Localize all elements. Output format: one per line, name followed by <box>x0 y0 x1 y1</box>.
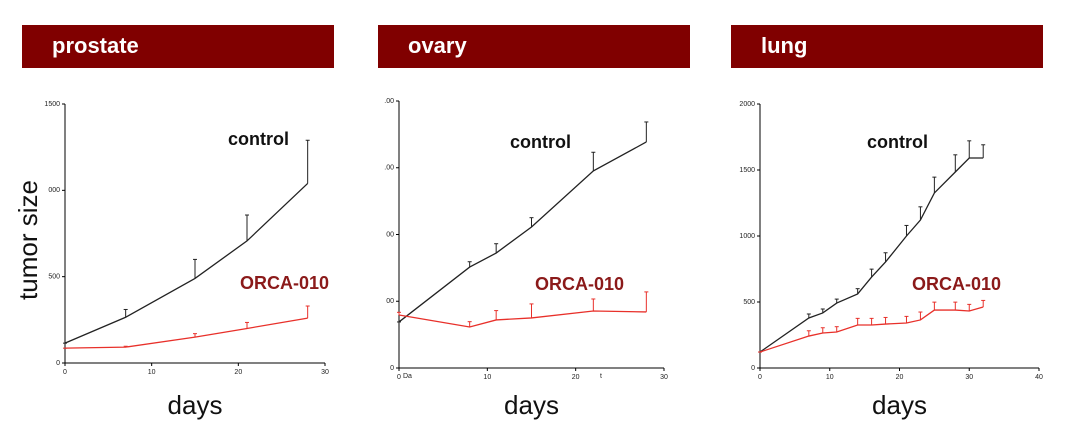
error-bar <box>494 243 499 254</box>
chart-title: ovary <box>408 33 467 58</box>
error-bar <box>644 291 649 312</box>
y-tick-label: 1500 <box>739 167 755 174</box>
x-tick-label: 20 <box>572 374 580 381</box>
x-tick-label: 0 <box>63 369 67 376</box>
error-bar <box>305 139 310 184</box>
error-bar <box>193 258 197 279</box>
error-bar <box>467 261 472 268</box>
y-axis-label: tumor size <box>13 180 43 300</box>
series-label: ORCA-010 <box>912 274 1001 294</box>
series-label: ORCA-010 <box>535 274 624 294</box>
series-line <box>759 306 984 353</box>
error-bar <box>869 317 874 325</box>
x-axis-label: days <box>872 390 927 420</box>
error-bar <box>869 268 874 278</box>
error-bar <box>855 317 860 325</box>
title-bar <box>22 25 334 68</box>
error-bar <box>967 140 972 158</box>
y-tick-label: 00 <box>386 298 394 305</box>
error-bar <box>904 224 909 236</box>
y-tick-label: 00 <box>386 231 394 238</box>
x-tick-label: 30 <box>660 374 668 381</box>
y-tick-label: 2000 <box>739 101 755 108</box>
y-tick-label: 0 <box>56 360 60 367</box>
error-bar <box>397 311 401 316</box>
series-label: ORCA-010 <box>240 273 329 293</box>
error-bar <box>529 303 534 318</box>
x-tick-label: 30 <box>965 374 973 381</box>
series-line <box>398 310 647 328</box>
chart-title: prostate <box>52 33 139 58</box>
x-tick-label: 0 <box>397 374 401 381</box>
error-bar <box>305 305 310 319</box>
annotation: t <box>600 373 602 380</box>
series-label: control <box>228 129 289 149</box>
y-tick-label: 1000 <box>739 233 755 240</box>
y-tick-label: 500 <box>48 274 60 281</box>
error-bar <box>123 308 128 318</box>
series-line <box>64 182 309 344</box>
error-bar <box>918 206 923 221</box>
x-axis-label: days <box>168 390 223 420</box>
error-bar <box>967 303 972 311</box>
error-bar <box>953 154 958 172</box>
title-bar <box>731 25 1043 68</box>
y-tick-label: 0 <box>751 365 755 372</box>
annotation: Da <box>403 373 412 380</box>
error-bar <box>591 298 596 311</box>
error-bar <box>981 144 986 158</box>
error-bar <box>932 301 937 311</box>
x-tick-label: 10 <box>483 374 491 381</box>
series-label: control <box>867 132 928 152</box>
error-bar <box>529 217 534 228</box>
y-tick-label: 500 <box>743 299 755 306</box>
series-line <box>64 317 308 349</box>
x-tick-label: 0 <box>758 374 762 381</box>
error-bar <box>834 326 839 332</box>
series-label: control <box>510 132 571 152</box>
x-tick-label: 30 <box>321 369 329 376</box>
x-axis-label: days <box>504 390 559 420</box>
x-tick-label: 20 <box>896 374 904 381</box>
error-bar <box>981 299 986 308</box>
x-tick-label: 20 <box>234 369 242 376</box>
error-bar <box>855 288 860 294</box>
error-bar <box>820 308 825 313</box>
error-bar <box>806 313 811 318</box>
x-tick-label: 40 <box>1035 374 1043 381</box>
error-bar <box>834 298 839 304</box>
y-tick-label: 0 <box>390 365 394 372</box>
error-bar <box>918 311 923 320</box>
x-tick-label: 10 <box>148 369 156 376</box>
error-bar <box>494 310 499 320</box>
error-bar <box>953 301 958 311</box>
error-bar <box>820 327 825 334</box>
error-bar <box>123 345 128 348</box>
error-bar <box>193 333 197 338</box>
error-bar <box>883 316 888 325</box>
x-tick-label: 10 <box>826 374 834 381</box>
title-bar <box>378 25 690 68</box>
error-bar <box>467 321 472 328</box>
error-bar <box>932 176 937 193</box>
y-tick-label: 1500 <box>44 101 60 108</box>
error-bar <box>245 321 249 329</box>
series-line <box>398 141 647 323</box>
error-bar <box>904 315 909 323</box>
error-bar <box>644 121 649 142</box>
y-tick-label: .00 <box>384 165 394 172</box>
chart-title: lung <box>761 33 807 58</box>
error-bar <box>591 151 596 171</box>
error-bar <box>245 214 249 241</box>
error-bar <box>883 252 888 263</box>
error-bar <box>806 330 811 337</box>
y-tick-label: .00 <box>384 98 394 105</box>
y-tick-label: 000 <box>48 187 60 194</box>
